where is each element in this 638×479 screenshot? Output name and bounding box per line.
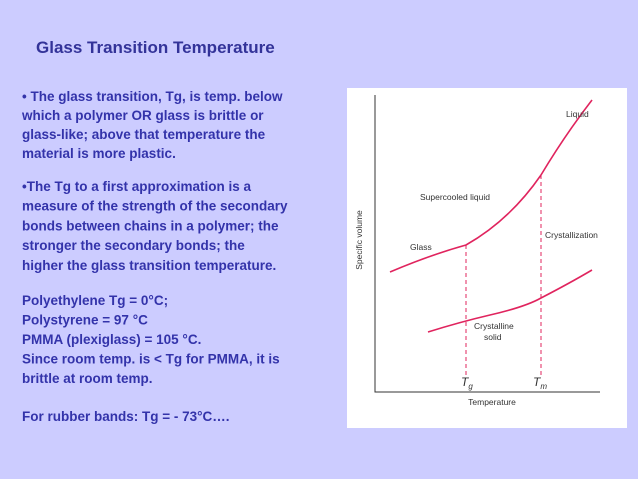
body-line: Since room temp. is < Tg for PMMA, it is: [22, 352, 280, 367]
tg-label: Tg: [461, 375, 473, 391]
body-line: Polystyrene = 97 °C: [22, 313, 148, 328]
body-line: For rubber bands: Tg = - 73°C….: [22, 409, 230, 424]
crystalline-label: Crystalline: [474, 321, 514, 331]
tm-label: Tm: [533, 375, 547, 391]
body-line: brittle at room temp.: [22, 371, 153, 386]
slide-title: Glass Transition Temperature: [36, 38, 275, 57]
solid-label: solid: [484, 332, 502, 342]
liquid-label: Liquid: [566, 109, 589, 119]
body-text: • The glass transition, Tg, is temp. bel…: [21, 89, 288, 424]
diagram: Specific volume Temperature Tg Tm Liquid…: [347, 88, 627, 428]
supercooled-label: Supercooled liquid: [420, 192, 490, 202]
diagram-panel: [347, 88, 627, 428]
body-line: • The glass transition, Tg, is temp. bel…: [22, 89, 283, 104]
body-line: higher the glass transition temperature.: [22, 258, 276, 273]
body-line: material is more plastic.: [22, 146, 176, 161]
body-line: Polyethylene Tg = 0°C;: [22, 293, 168, 308]
glass-label: Glass: [410, 242, 432, 252]
body-line: measure of the strength of the secondary: [22, 199, 288, 214]
x-axis-label: Temperature: [468, 397, 516, 407]
body-line: •The Tg to a first approximation is a: [22, 179, 251, 194]
dashed-lines: [465, 175, 542, 378]
crystal-curve: [427, 269, 593, 333]
crystallization-label: Crystallization: [545, 230, 598, 240]
y-axis-label: Specific volume: [354, 210, 364, 270]
axes: [374, 95, 600, 393]
body-line: PMMA (plexiglass) = 105 °C.: [22, 332, 201, 347]
body-line: bonds between chains in a polymer; the: [22, 218, 279, 233]
body-line: glass-like; above that temperature the: [22, 127, 266, 142]
body-line: stronger the secondary bonds; the: [22, 238, 245, 253]
volume-curve: [389, 99, 593, 273]
body-line: which a polymer OR glass is brittle or: [21, 108, 264, 123]
